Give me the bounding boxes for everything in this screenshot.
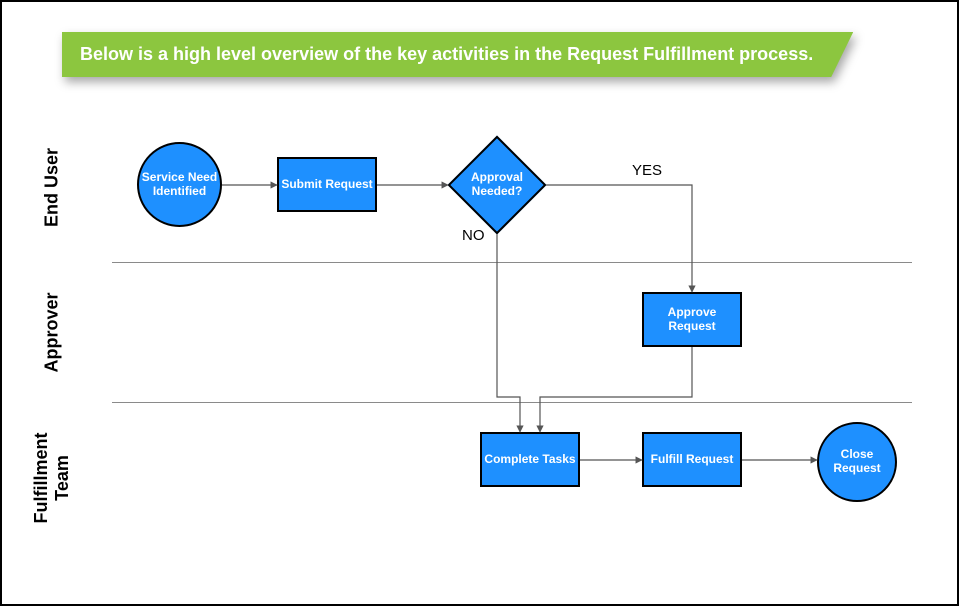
edge-label-yes: YES <box>632 162 662 179</box>
lane-label-end-user: End User <box>42 118 63 258</box>
banner-wrap: Below is a high level overview of the ke… <box>62 32 853 77</box>
lane-label-fulfillment-team: FulfillmentTeam <box>31 408 73 548</box>
node-fulfill: Fulfill Request <box>642 432 742 487</box>
lane-label-approver: Approver <box>42 263 63 403</box>
lane-divider-1 <box>112 262 912 263</box>
edge-label-no: NO <box>462 227 485 244</box>
banner: Below is a high level overview of the ke… <box>62 32 853 77</box>
node-submit: Submit Request <box>277 157 377 212</box>
node-complete-label: Complete Tasks <box>484 453 575 467</box>
edge-approval_q_yes-to-approve <box>546 185 692 292</box>
diagram-frame: Below is a high level overview of the ke… <box>0 0 959 606</box>
edges-svg <box>2 2 957 604</box>
node-start-label: Service Need Identified <box>139 171 220 199</box>
node-approve: Approve Request <box>642 292 742 347</box>
node-submit-label: Submit Request <box>281 178 372 192</box>
node-approval-decision-label: Approval Needed? <box>462 150 532 220</box>
edge-approve-to-complete <box>540 347 692 432</box>
node-approval-decision: Approval Needed? <box>462 150 532 220</box>
lane-divider-2 <box>112 402 912 403</box>
node-complete: Complete Tasks <box>480 432 580 487</box>
node-approve-label: Approve Request <box>644 306 740 334</box>
node-close: Close Request <box>817 422 897 502</box>
node-start: Service Need Identified <box>137 142 222 227</box>
node-fulfill-label: Fulfill Request <box>651 453 734 467</box>
node-close-label: Close Request <box>819 448 895 476</box>
